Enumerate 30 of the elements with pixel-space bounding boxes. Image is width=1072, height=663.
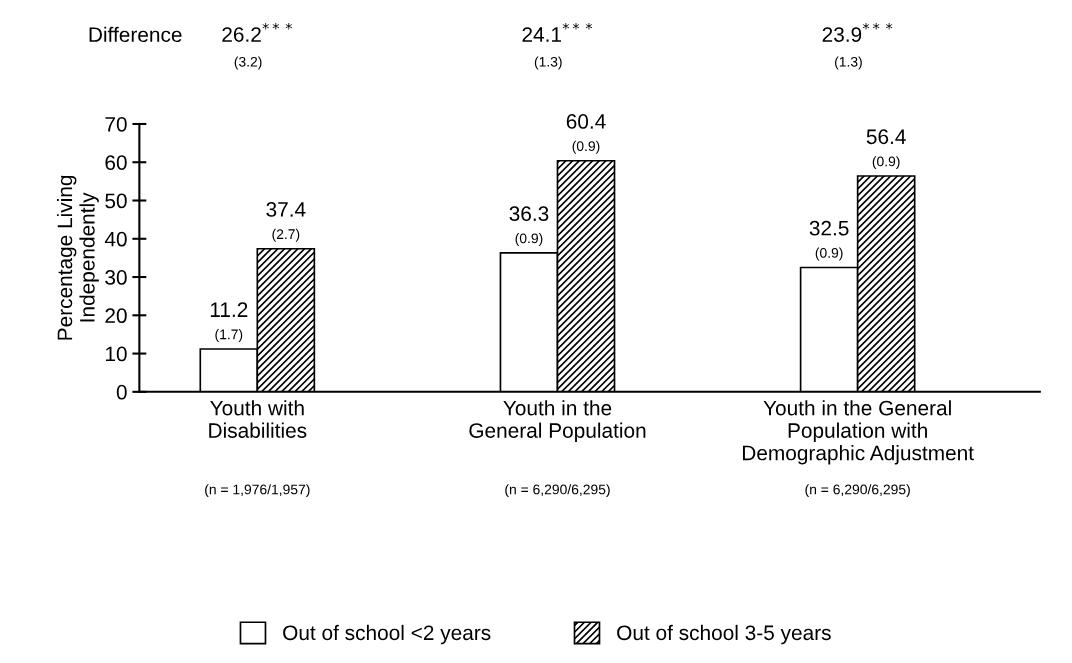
- legend-label: Out of school <2 years: [283, 624, 491, 645]
- x-tick-label: Youth with Disabilities: [209, 400, 307, 438]
- y-tick-label: 0: [116, 384, 127, 400]
- text: (1.3): [835, 56, 862, 70]
- text: (n = 1,976/1,957): [205, 484, 310, 498]
- text: 24.1$^{***}$: [522, 22, 593, 42]
- y-tick-label: 50: [105, 193, 127, 209]
- text: (n = 6,290/6,295): [505, 484, 610, 498]
- y-tick-label: 10: [105, 346, 127, 362]
- data-label: 37.4 (2.7): [266, 202, 306, 242]
- data-label: 11.2 (1.7): [210, 302, 248, 343]
- data-label: 32.5 (0.9): [809, 220, 849, 261]
- y-tick-label: 60: [105, 155, 127, 170]
- text: Difference: [89, 26, 182, 43]
- text: (3.2): [234, 56, 262, 70]
- y-tick-label: 30: [105, 270, 127, 285]
- y-tick-label: 20: [105, 308, 127, 324]
- text: (n = 6,290/6,295): [805, 484, 910, 498]
- data-label: 56.4 (0.9): [866, 129, 906, 170]
- data-label: 36.3 (0.9): [509, 206, 549, 246]
- x-tick-label: Youth in the General Population: [469, 400, 646, 443]
- text: 23.9$^{***}$: [822, 22, 893, 42]
- legend-label: Out of school 3-5 years: [617, 624, 831, 645]
- text: 26.2$^{***}$: [222, 22, 293, 42]
- x-tick-label: Youth in the General Population with Demographic Adjustment: [742, 400, 974, 465]
- y-axis-title: Percentage Living Independently: [56, 175, 99, 340]
- text: (1.3): [534, 56, 562, 70]
- data-label: 60.4 (0.9): [566, 114, 606, 154]
- y-tick-label: 70: [105, 116, 127, 132]
- y-tick-label: 40: [104, 231, 127, 247]
